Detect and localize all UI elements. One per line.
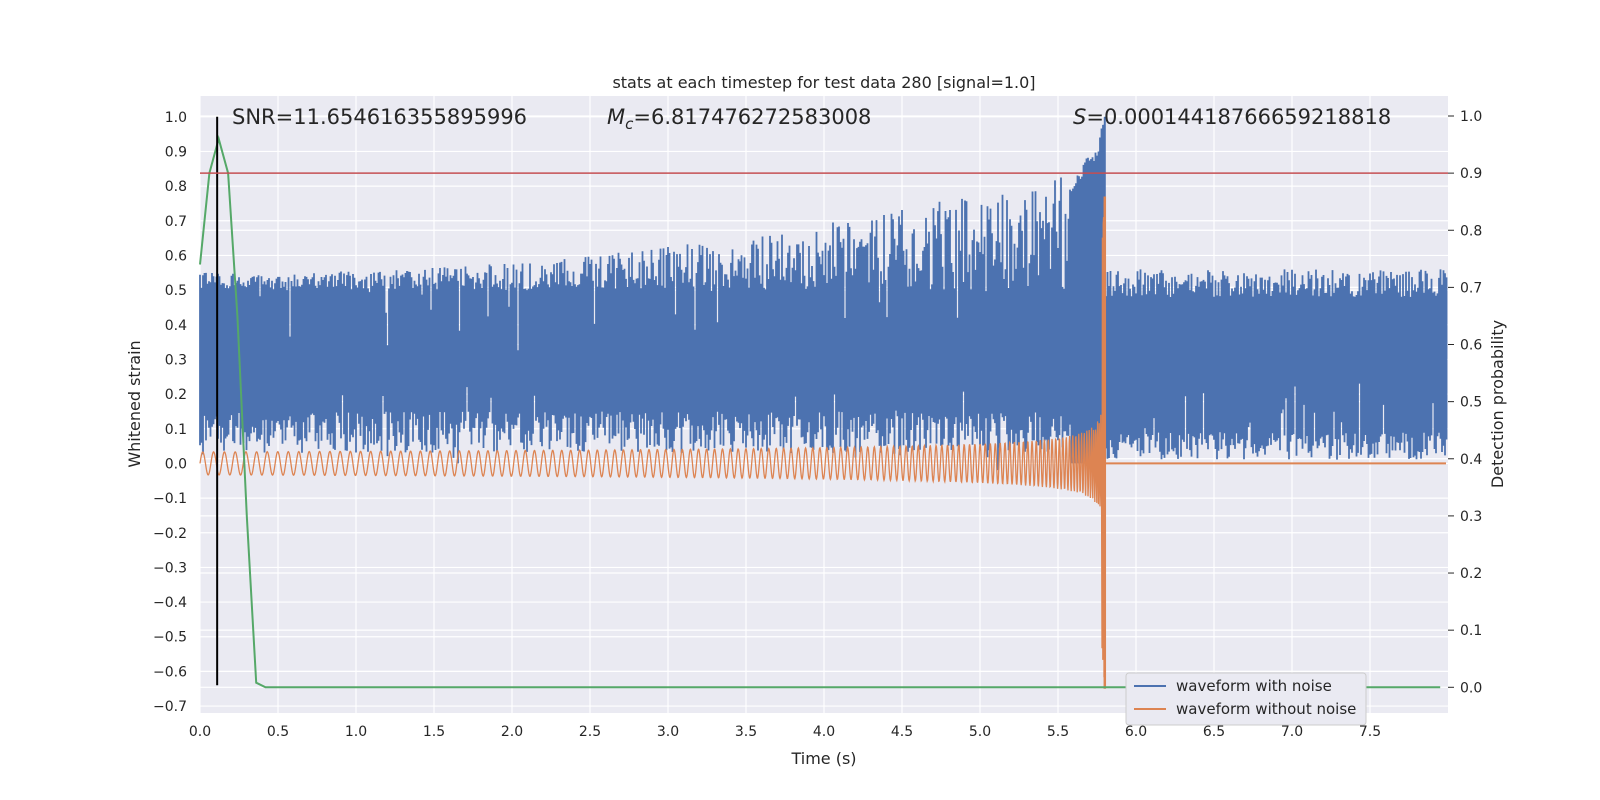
x-tick-label-6: 3.0 [657, 724, 679, 740]
y-left-tick-label-2: 0.8 [165, 179, 187, 195]
y-right-tick-label-2: 0.8 [1460, 223, 1482, 239]
y-right-tick-label-6: 0.4 [1460, 452, 1482, 468]
y-left-tick-label-0: 1.0 [165, 110, 187, 126]
x-tick-label-12: 6.0 [1125, 724, 1147, 740]
y-right-tick-label-10: 0.0 [1460, 680, 1482, 696]
y-axis-label-left: Whitened strain [125, 340, 144, 467]
y-right-tick-label-3: 0.7 [1460, 280, 1482, 296]
y-right-tick-label-5: 0.5 [1460, 395, 1482, 411]
y-left-tick-label-14: −0.4 [153, 595, 187, 611]
y-left-tick-label-17: −0.7 [153, 699, 187, 715]
x-tick-label-4: 2.0 [501, 724, 523, 740]
y-right-tick-label-8: 0.2 [1460, 566, 1482, 582]
series-waveform-without-noise [199, 196, 1446, 689]
x-tick-label-13: 6.5 [1203, 724, 1225, 740]
s-symbol: S [1073, 105, 1086, 129]
series-waveform-without-noise-path [199, 203, 1106, 684]
snr-annotation: SNR=11.654616355895996 [232, 105, 527, 129]
mc-subscript: c [625, 115, 634, 133]
x-tick-label-11: 5.5 [1047, 724, 1069, 740]
x-tick-label-8: 4.0 [813, 724, 835, 740]
y-left-tick-label-12: −0.2 [153, 526, 187, 542]
legend: waveform with noise waveform without noi… [1125, 672, 1367, 726]
y-axis-label-right: Detection probability [1488, 320, 1507, 488]
x-tick-label-9: 4.5 [891, 724, 913, 740]
y-left-tick-label-13: −0.3 [153, 560, 187, 576]
x-tick-label-7: 3.5 [735, 724, 757, 740]
x-tick-label-0: 0.0 [189, 724, 211, 740]
y-right-tick-label-7: 0.3 [1460, 509, 1482, 525]
y-left-tick-label-6: 0.4 [165, 318, 187, 334]
x-tick-label-1: 0.5 [267, 724, 289, 740]
mc-annotation: Mc=6.817476272583008 [607, 105, 871, 133]
chart-title: stats at each timestep for test data 280… [612, 73, 1035, 92]
y-left-tick-label-16: −0.6 [153, 664, 187, 680]
y-left-tick-label-5: 0.5 [165, 283, 187, 299]
y-left-tick-label-1: 0.9 [165, 144, 187, 160]
series-detection-probability-line [199, 134, 1441, 689]
y-right-tick-label-1: 0.9 [1460, 166, 1482, 182]
x-tick-label-3: 1.5 [423, 724, 445, 740]
series-detection-probability [199, 134, 1441, 689]
series-layer [199, 116, 1448, 689]
axes-layer: 0.0 0.5 1.0 1.5 2.0 2.5 3.0 3.5 4.0 4.5 5.0 5.5 6.0 6… [153, 109, 1482, 740]
s-annotation: S=0.00014418766659218818 [1073, 105, 1391, 129]
legend-label-clean: waveform without noise [1176, 700, 1356, 718]
y-left-tick-label-9: 0.1 [165, 422, 187, 438]
y-left-tick-label-15: −0.5 [153, 630, 187, 646]
y-left-tick-label-3: 0.7 [165, 214, 187, 230]
y-left-tick-label-4: 0.6 [165, 248, 187, 264]
y-left-tick-label-11: −0.1 [153, 491, 187, 507]
x-tick-label-14: 7.0 [1281, 724, 1303, 740]
legend-label-noise: waveform with noise [1176, 677, 1332, 695]
x-tick-label-2: 1.0 [345, 724, 367, 740]
mc-value: =6.817476272583008 [633, 105, 871, 129]
mc-symbol: M [607, 105, 625, 129]
x-axis-label: Time (s) [790, 749, 856, 768]
y-left-tick-label-7: 0.3 [165, 352, 187, 368]
y-left-tick-label-10: 0.0 [165, 456, 187, 472]
y-left-tick-label-8: 0.2 [165, 387, 187, 403]
s-value: =0.00014418766659218818 [1086, 105, 1391, 129]
y-right-tick-label-4: 0.6 [1460, 338, 1482, 354]
legend-box [1125, 672, 1367, 726]
x-tick-label-10: 5.0 [969, 724, 991, 740]
y-right-tick-label-0: 1.0 [1460, 109, 1482, 125]
x-tick-label-15: 7.5 [1359, 724, 1381, 740]
x-tick-label-5: 2.5 [579, 724, 601, 740]
series-waveform-with-noise-path [199, 124, 1448, 471]
y-right-tick-label-9: 0.1 [1460, 623, 1482, 639]
